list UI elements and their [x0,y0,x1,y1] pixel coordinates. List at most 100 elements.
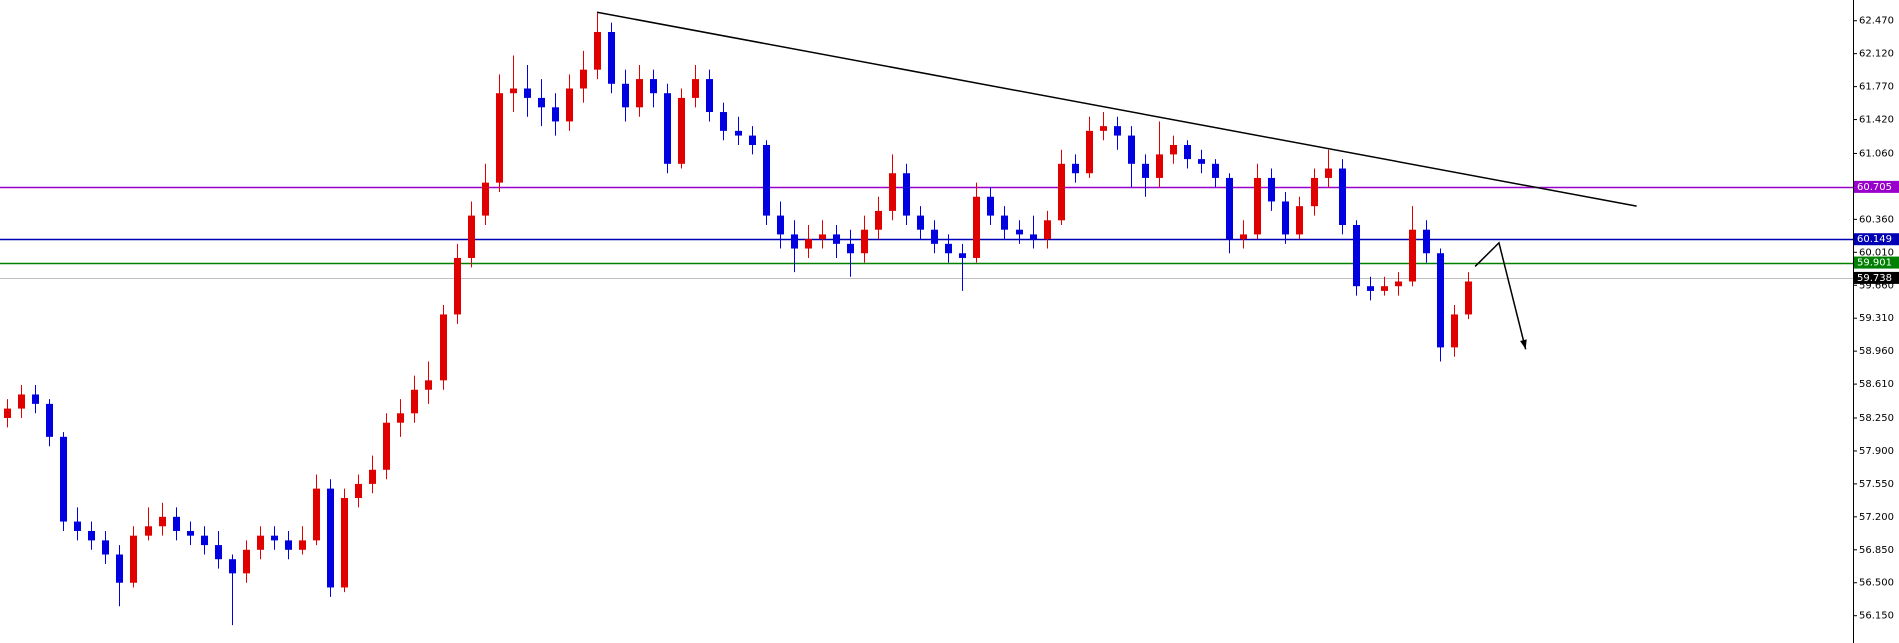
level-label-box [1854,180,1899,193]
candle-body [1071,163,1080,174]
candle-body [453,257,462,315]
candle-body [1295,206,1304,235]
candle-body [1211,163,1220,178]
candle-body [354,483,363,499]
candle-body [1239,234,1248,240]
candle-body [1015,229,1024,235]
y-tick-label: 61.420 [1859,115,1894,126]
candle-body [73,521,82,531]
y-tick-label: 61.060 [1859,148,1894,159]
candle-body [972,196,981,258]
candle-body [916,215,925,230]
candle-body [45,403,54,437]
candle-body [790,234,799,249]
candle-body [410,389,419,414]
candle-body [579,69,588,89]
candle-body [523,88,532,98]
y-tick-label: 57.550 [1859,479,1894,490]
candle-body [1267,177,1276,202]
y-tick-label: 59.660 [1859,280,1894,291]
arrow-head [1520,339,1527,350]
candle-body [1450,314,1459,348]
level-label: 59.738 [1857,273,1892,284]
candle-body [748,135,757,145]
candle-body [776,215,785,235]
candle-body [1464,281,1473,315]
candle-body [958,253,967,258]
candle-body [1127,135,1136,164]
candle-body [144,526,153,536]
candle-body [1113,126,1122,136]
candle-body [396,413,405,423]
y-tick-label: 60.010 [1859,247,1894,258]
candle-body [467,215,476,258]
candle-body [17,394,26,409]
candle-body [537,97,546,108]
candle-body [1324,168,1333,178]
candle-body [986,196,995,216]
candle-body [734,130,743,136]
candle-body [818,234,827,240]
candle-body [1155,154,1164,178]
candle-body [888,173,897,211]
candle-body [186,530,195,536]
y-tick-label: 60.360 [1859,214,1894,225]
candle-body [1183,144,1192,160]
candle-body [551,107,560,122]
candle-body [129,535,138,583]
candle-body [1197,159,1206,164]
candle-body [3,408,12,418]
y-tick-label: 57.900 [1859,446,1894,457]
candle-body [1029,234,1038,240]
candle-body [1169,144,1178,155]
candle-body [228,559,237,574]
candle-body [242,549,251,574]
candle-body [368,469,377,484]
candle-body [635,79,644,108]
candle-body [87,530,96,541]
y-tick-label: 62.470 [1859,16,1894,27]
candle-body [649,79,658,94]
level-label: 60.705 [1857,182,1892,193]
y-tick-label: 56.500 [1859,578,1894,589]
candle-body [832,234,841,244]
candle-body [509,88,518,94]
candle-body [1338,168,1347,226]
candle-body [481,182,490,216]
level-label: 59.901 [1857,258,1892,269]
y-tick-label: 58.960 [1859,346,1894,357]
candle-body [298,540,307,550]
candle-body [1000,215,1009,230]
level-label-box [1854,271,1899,284]
candle-body [270,535,279,541]
candle-body [312,488,321,541]
candle-body [902,173,911,216]
y-tick-label: 62.120 [1859,49,1894,60]
candle-body [930,229,939,244]
candle-body [284,540,293,550]
y-tick-label: 61.770 [1859,82,1894,93]
candle-body [31,394,40,404]
candle-body [691,79,700,98]
candle-body [1057,163,1066,221]
y-tick-label: 59.310 [1859,313,1894,324]
candle-body [1352,225,1361,287]
y-tick-label: 58.610 [1859,379,1894,390]
candle-body [326,488,335,588]
level-label-box [1854,233,1899,246]
candle-body [1310,177,1319,207]
candle-body [115,554,124,583]
candle-body [1408,229,1417,282]
y-tick-label: 57.200 [1859,512,1894,523]
candle-body [677,97,686,164]
level-label: 60.149 [1857,234,1892,245]
candle-body [607,32,616,84]
candle-body [621,83,630,108]
candle-body [340,498,349,588]
candle-body [1436,253,1445,348]
y-tick-label: 56.150 [1859,611,1894,622]
candle-body [172,516,181,531]
